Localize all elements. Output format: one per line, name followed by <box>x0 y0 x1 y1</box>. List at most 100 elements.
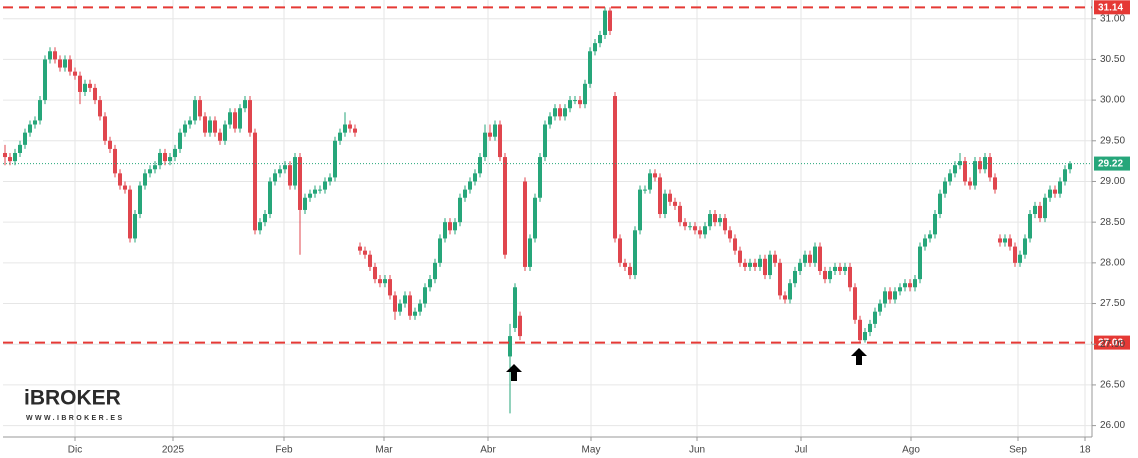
candle-body <box>158 152 162 166</box>
candle-body <box>28 124 32 133</box>
candle-body <box>113 148 117 174</box>
candle-body <box>1023 238 1027 255</box>
level-label: 29.22 <box>1098 159 1123 170</box>
candle-body <box>858 319 862 341</box>
candle-body <box>318 189 322 191</box>
candle-body <box>338 132 342 141</box>
candle-body <box>83 83 87 92</box>
y-tick-label: 26.00 <box>1100 420 1125 431</box>
y-tick-label: 29.00 <box>1100 176 1125 187</box>
candle-body <box>98 100 102 117</box>
candle-body <box>578 100 582 105</box>
candle-body <box>388 279 392 296</box>
y-tick-label: 26.50 <box>1100 380 1125 391</box>
candle-body <box>673 201 677 206</box>
x-tick-label: Mar <box>375 445 393 456</box>
candle-body <box>878 303 882 312</box>
candle-body <box>308 193 312 198</box>
candle-body <box>533 197 537 239</box>
candle-body <box>798 262 802 271</box>
x-tick-label: Abr <box>480 445 496 456</box>
candle-body <box>1003 238 1007 243</box>
candle-body <box>78 75 82 92</box>
x-tick-label: Ago <box>902 445 920 456</box>
candle-body <box>423 287 427 304</box>
candle-body <box>1068 163 1072 170</box>
candle-body <box>48 51 52 60</box>
candle-body <box>718 218 722 223</box>
candle-body <box>928 234 932 239</box>
candle-body <box>648 173 652 190</box>
candle-body <box>838 266 842 271</box>
candle-body <box>643 189 647 191</box>
candle-body <box>73 71 77 76</box>
candle-body <box>393 295 397 312</box>
candle-body <box>8 157 12 162</box>
candle-body <box>783 295 787 300</box>
candle-body <box>773 254 777 263</box>
candle-body <box>203 116 207 133</box>
candle-body <box>398 303 402 312</box>
candle-body <box>1048 189 1052 198</box>
candle-body <box>208 120 212 133</box>
candle-body <box>428 279 432 288</box>
candle-body <box>803 254 807 263</box>
level-label: 27.02 <box>1098 338 1123 349</box>
candle-body <box>168 157 172 162</box>
candle-body <box>503 157 507 255</box>
candle-body <box>733 238 737 251</box>
candle-body <box>543 124 547 158</box>
candle-body <box>753 262 757 267</box>
candle-body <box>173 148 177 158</box>
candle-body <box>908 283 912 288</box>
candle-body <box>723 218 727 231</box>
candle-body <box>223 124 227 141</box>
candle-body <box>548 116 552 125</box>
candle-body <box>768 254 772 276</box>
candle-body <box>1063 169 1067 182</box>
candle-body <box>988 157 992 178</box>
candle-body <box>788 283 792 300</box>
candle-body <box>728 230 732 239</box>
candle-body <box>38 100 42 121</box>
candle-body <box>493 124 497 137</box>
candle-body <box>823 270 827 280</box>
candle-body <box>268 181 272 215</box>
candle-body <box>1033 205 1037 215</box>
candle-body <box>418 303 422 312</box>
y-tick-label: 30.00 <box>1100 95 1125 106</box>
candle-body <box>888 291 892 300</box>
candle-body <box>538 157 542 198</box>
candle-body <box>383 279 387 284</box>
candle-body <box>703 226 707 235</box>
levels: 31.14 29.22 27.02 <box>3 0 1130 350</box>
candle-body <box>403 295 407 304</box>
candle-body <box>53 51 57 60</box>
candle-body <box>683 222 687 227</box>
candle-body <box>373 266 377 280</box>
candle-body <box>488 132 492 137</box>
candle-body <box>273 173 277 182</box>
candle-body <box>368 254 372 267</box>
x-tick-label: Feb <box>275 445 293 456</box>
candle-body <box>468 181 472 190</box>
candle-body <box>333 140 337 178</box>
candle-body <box>378 279 382 284</box>
candle-body <box>88 83 92 88</box>
candle-body <box>638 189 642 231</box>
candle-body <box>33 120 37 125</box>
candle-body <box>883 291 887 304</box>
candle-body <box>613 96 617 239</box>
candle-body <box>143 173 147 186</box>
candle-body <box>1043 197 1047 219</box>
candle-body <box>563 108 567 117</box>
candle-body <box>808 254 812 263</box>
candle-body <box>288 165 292 186</box>
candle-body <box>598 34 602 44</box>
candle-body <box>863 332 867 341</box>
candle-body <box>668 193 672 202</box>
y-tick-label: 30.50 <box>1100 54 1125 65</box>
x-tick-label: Jul <box>795 445 808 456</box>
candle-body <box>763 258 767 276</box>
candle-body <box>603 10 607 35</box>
